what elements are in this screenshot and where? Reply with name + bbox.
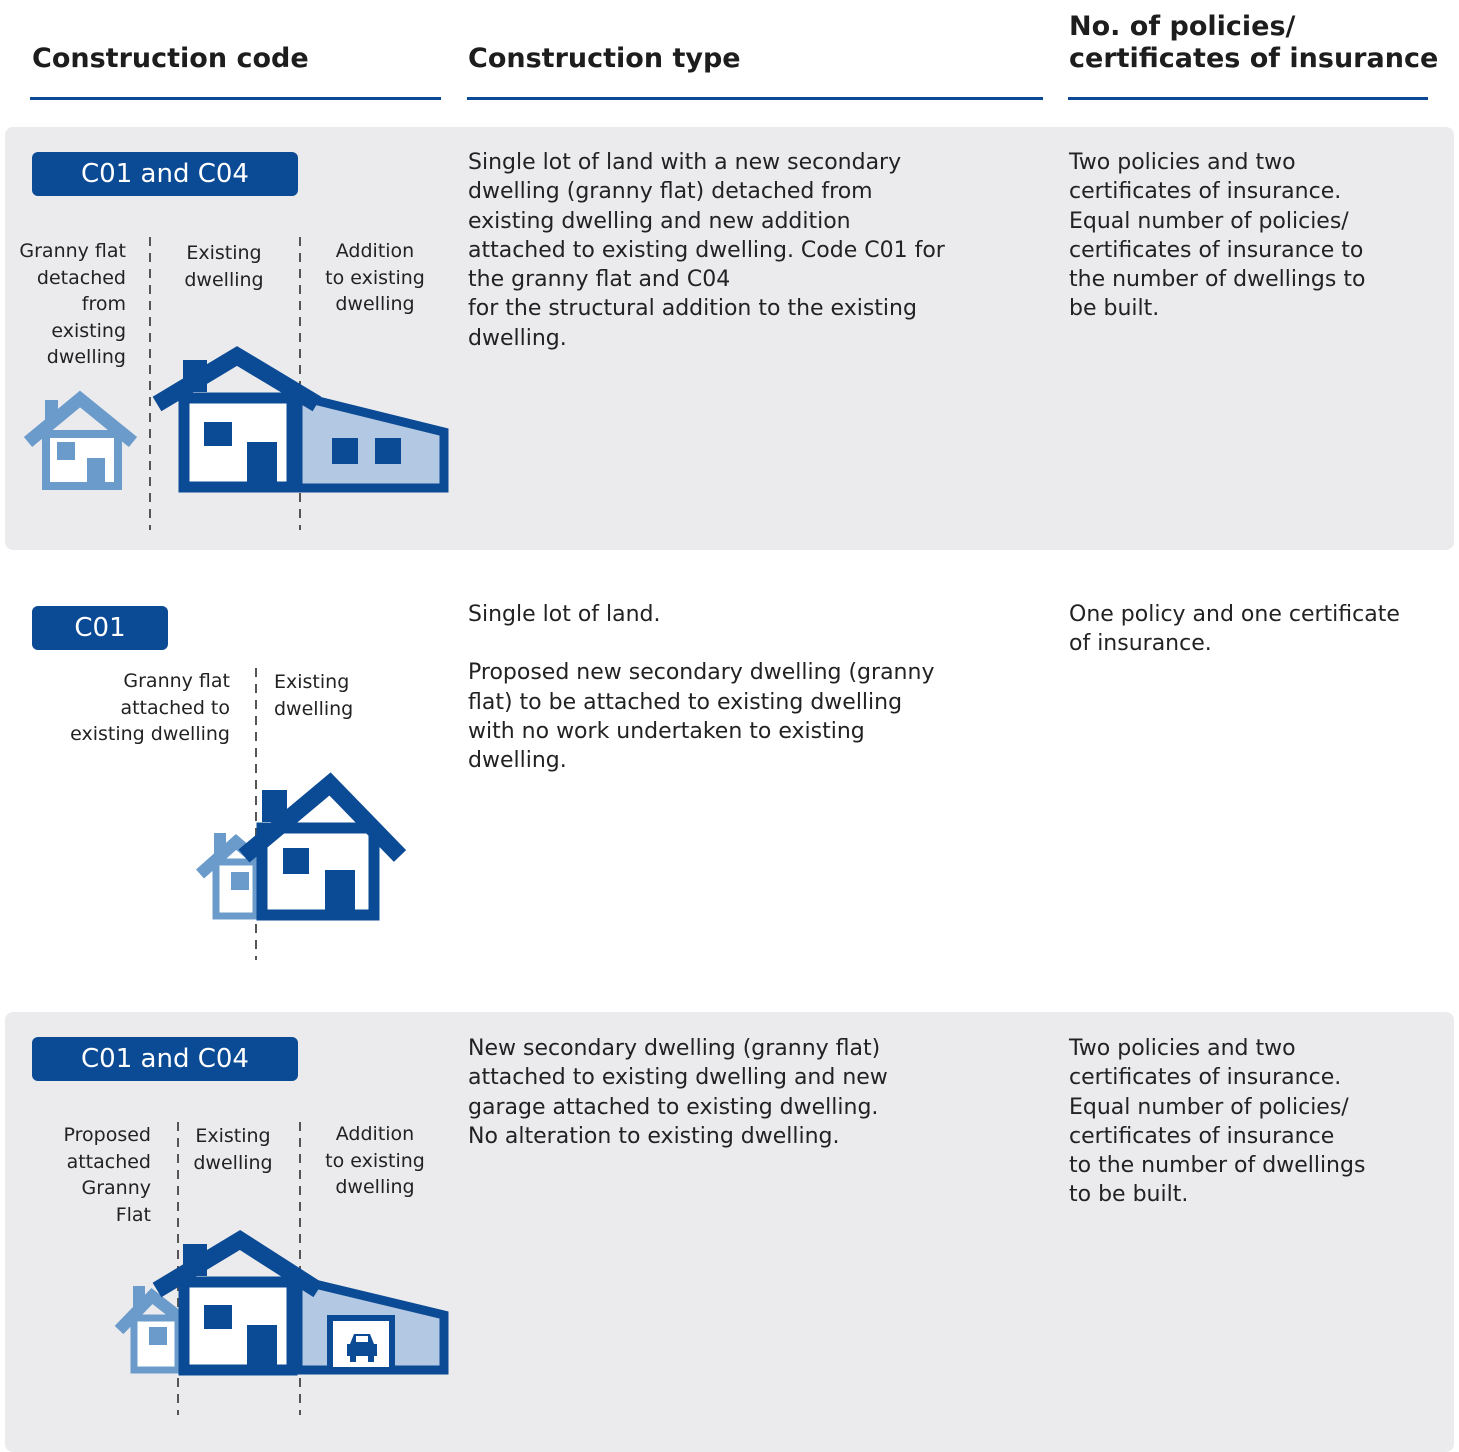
existing-house-icon	[152, 346, 322, 493]
text-line: attached	[66, 1150, 151, 1173]
construction-type: New secondary dwelling (granny flat) atta…	[468, 1034, 1028, 1151]
column-header: No. of policies/certificates of insuranc…	[1069, 11, 1438, 75]
header-rule	[467, 97, 1043, 100]
diagram-label: Existing dwelling	[183, 1123, 283, 1176]
garage-icon	[293, 1274, 449, 1375]
construction-type: Single lot of land with a new secondary d…	[468, 148, 1028, 353]
text-line: dwelling.	[468, 325, 567, 351]
text-line: existing dwelling and new addition	[468, 208, 851, 234]
text-line: certificates of insurance	[1069, 43, 1439, 74]
text-line: dwelling	[184, 268, 264, 291]
text-line: certificates of insurance.	[1069, 1065, 1342, 1091]
construction-type: Single lot of land. Proposed new secondar…	[468, 600, 1028, 775]
text-line: with no work undertaken to existing	[468, 718, 865, 744]
text-line: existing	[51, 319, 126, 342]
column-header: Construction type	[468, 43, 741, 75]
diagram-label: Existing dwelling	[274, 669, 353, 722]
text-line: dwelling	[193, 1151, 273, 1174]
text-line: to the number of dwellings	[1069, 1153, 1366, 1179]
policies: Two policies and two certificates of insu…	[1069, 1034, 1449, 1210]
text-line: dwelling	[46, 346, 126, 368]
text-line: dwelling (granny flat) detached from	[468, 179, 873, 205]
granny-flat-icon	[23, 390, 138, 490]
diagram-label: Proposed attached Granny Flat	[64, 1122, 151, 1228]
paragraph: Two policies and two certificates of insu…	[1069, 148, 1449, 324]
paragraph: Single lot of land.	[468, 600, 1028, 629]
text-line: detached	[36, 266, 126, 289]
text-line: One policy and one certificate	[1069, 602, 1400, 627]
text-line: Granny	[81, 1177, 151, 1199]
text-line: existing dwelling	[70, 723, 230, 745]
text-line: Existing	[195, 1125, 271, 1147]
text-line: Granny flat	[19, 240, 126, 262]
paragraph: One policy and one certificate of insuran…	[1069, 600, 1449, 659]
construction-code: C01 and C04	[32, 1037, 298, 1081]
text-line: of insurance.	[1069, 631, 1212, 657]
text-line: Construction type	[468, 43, 741, 74]
text-line: dwelling.	[468, 748, 567, 774]
diagram-label: Granny flat detached from existing dwelling	[19, 238, 126, 371]
paragraph: Proposed new secondary dwelling (granny f…	[468, 658, 1028, 775]
paragraph: Two policies and two certificates of insu…	[1069, 1034, 1449, 1210]
construction-code: C01	[32, 606, 168, 650]
text-line: certificates of insurance.	[1069, 179, 1342, 205]
diagram-label: Addition to existing dwelling	[315, 238, 435, 318]
diagram-label: Existing dwelling	[174, 240, 274, 293]
text-line: No. of policies/	[1069, 11, 1296, 42]
text-line: dwelling	[335, 293, 415, 315]
text-line: dwelling	[335, 1176, 415, 1198]
text-line: Existing	[274, 671, 350, 693]
existing-house-icon	[238, 772, 407, 921]
text-line: Granny flat	[123, 670, 230, 692]
text-line: be built.	[1069, 296, 1160, 322]
column-header: Construction code	[32, 43, 309, 75]
text-line: certificates of insurance	[1069, 1123, 1335, 1149]
granny-flat-icon	[114, 1286, 184, 1374]
row-panel	[5, 1012, 1454, 1452]
text-line: dwelling	[274, 697, 354, 720]
text-line: Single lot of land with a new secondary	[468, 150, 902, 175]
text-line: Equal number of policies/	[1069, 1094, 1349, 1120]
text-line: Construction code	[32, 43, 309, 74]
text-line: Proposed	[63, 1124, 151, 1146]
text-line: New secondary dwelling (granny flat)	[468, 1036, 881, 1061]
paragraph: New secondary dwelling (granny flat) atta…	[468, 1034, 1028, 1151]
text-line: Flat	[115, 1203, 151, 1226]
diagram-label: Granny flat attached to existing dwelling	[70, 668, 230, 748]
policies: One policy and one certificate of insuran…	[1069, 600, 1449, 659]
text-line: Single lot of land.	[468, 602, 661, 627]
text-line: to existing	[325, 1149, 425, 1172]
text-line: for the structural addition to the exist…	[468, 296, 917, 322]
policies: Two policies and two certificates of insu…	[1069, 148, 1449, 324]
paragraph: Single lot of land with a new secondary d…	[468, 148, 1028, 353]
text-line: the granny flat and C04	[468, 267, 731, 293]
header-rule	[1068, 97, 1428, 100]
text-line: garage attached to existing dwelling.	[468, 1094, 879, 1120]
text-line: the number of dwellings to	[1069, 267, 1366, 293]
construction-code: C01 and C04	[32, 152, 298, 196]
text-line: Two policies and two	[1069, 150, 1296, 175]
text-line: attached to existing dwelling. Code C01 …	[468, 237, 945, 263]
text-line: attached to existing dwelling and new	[468, 1065, 888, 1091]
text-line: flat) to be attached to existing dwellin…	[468, 689, 903, 715]
text-line: Addition	[335, 1123, 415, 1145]
text-line: attached to	[120, 696, 230, 719]
text-line: to be built.	[1069, 1182, 1189, 1208]
text-line: from	[81, 293, 126, 315]
text-line: Two policies and two	[1069, 1036, 1296, 1061]
text-line: Addition	[335, 240, 415, 262]
text-line: Equal number of policies/	[1069, 208, 1349, 234]
text-line: Existing	[186, 242, 262, 264]
text-line: to existing	[325, 266, 425, 289]
diagram-label: Addition to existing dwelling	[315, 1121, 435, 1201]
addition-icon	[293, 390, 449, 493]
text-line: No alteration to existing dwelling.	[468, 1123, 840, 1149]
existing-house-icon	[152, 1229, 323, 1376]
text-line: certificates of insurance to	[1069, 237, 1364, 263]
header-rule	[30, 97, 441, 100]
text-line: Proposed new secondary dwelling (granny	[468, 660, 935, 686]
